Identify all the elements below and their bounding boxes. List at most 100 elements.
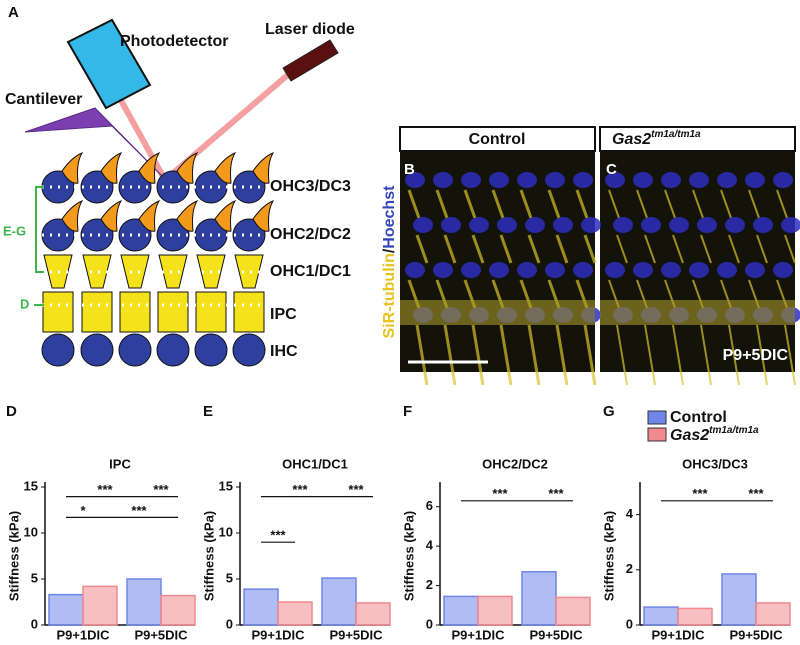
sig-label: * [80,503,86,518]
nucleus [781,217,800,233]
deiters-cell [214,199,237,232]
x-tick-label: P9+1DIC [251,627,305,642]
fiber [463,189,477,219]
pillar-cell [233,291,265,333]
y-axis-label: Stiffness (kPa) [401,511,416,601]
micrograph [400,152,595,372]
gene-name: Gas2 [612,131,651,148]
bar [443,595,479,626]
bar [48,593,84,626]
ohc1-cell [234,254,264,289]
ohc1-cell [158,254,188,289]
y-tick-label: 15 [219,478,233,493]
sig-label: *** [270,528,286,543]
ohc [118,170,152,204]
bracket-label: D [20,296,29,311]
sig-label: *** [292,482,308,497]
fiber [608,189,620,219]
deiters-cell [61,151,84,184]
fiber [644,234,656,264]
y-tick-label: 4 [626,506,634,521]
bar [521,571,557,626]
pillar-cell [81,291,113,333]
x-tick-label: P9+5DIC [529,627,583,642]
fiber [583,234,597,264]
legend-entry: Control [670,409,727,426]
row-label: IPC [270,306,297,323]
fiber [784,324,796,386]
nucleus [489,262,509,278]
nucleus [717,262,737,278]
fiber [756,324,768,386]
fiber [728,324,740,386]
fiber [636,189,648,219]
bracket-label: E-G [3,223,26,238]
nucleus [517,172,537,188]
y-axis-label: Stiffness (kPa) [6,511,21,601]
sig-label: *** [748,486,764,501]
y-tick-label: 0 [626,616,633,631]
nucleus [413,217,433,233]
allele: tm1a/tm1a [651,129,701,140]
panel-label: D [6,403,17,420]
nucleus [753,217,773,233]
sig-label: *** [548,486,564,501]
chart-title: OHC3/DC3 [682,456,748,471]
nucleus [405,262,425,278]
bar [677,607,713,626]
nucleus [661,172,681,188]
nucleus [581,217,601,233]
chart-title: OHC2/DC2 [482,456,548,471]
y-tick-label: 5 [31,570,38,585]
fiber [443,234,457,264]
deiters-cell [214,151,237,184]
nucleus [497,217,517,233]
sig-label: *** [97,482,113,497]
bar [277,601,313,626]
stain-sep: / [381,248,398,253]
nucleus [573,262,593,278]
y-tick-label: 4 [426,538,434,553]
nucleus [689,172,709,188]
fiber [471,324,485,386]
deiters-cell [138,151,161,184]
sig-label: *** [692,486,708,501]
fiber [616,234,628,264]
panel-label: G [603,403,615,420]
bar [126,578,162,626]
fiber [672,234,684,264]
fiber [499,324,513,386]
nucleus [545,172,565,188]
nucleus [725,217,745,233]
deiters-cell [100,199,123,232]
ihc [156,333,190,367]
bar [355,602,391,626]
panel-label: B [404,161,415,178]
micrograph [600,152,795,372]
image-header: Gas2tm1a/tm1a [612,129,701,149]
nucleus [517,262,537,278]
fiber [527,234,541,264]
bar [82,585,118,626]
pillar-band [400,300,595,325]
deiters-cell [61,199,84,232]
nucleus [633,262,653,278]
fiber [692,189,704,219]
bar [555,596,591,626]
x-tick-label: P9+1DIC [56,627,110,642]
bar [321,577,357,626]
nucleus [689,262,709,278]
ohc [232,218,266,252]
nucleus [605,172,625,188]
nucleus [461,172,481,188]
diagram-label: Cantilever [5,91,82,108]
deiters-cell [252,199,275,232]
panel-label: E [203,403,213,420]
legend-entry: Gas2tm1a/tm1a [670,425,759,445]
stain: Hoechst [381,185,398,249]
pillar-cell [42,291,74,333]
deiters-cell [176,199,199,232]
laser-diode [282,39,339,82]
chart-title: OHC1/DC1 [282,456,348,471]
